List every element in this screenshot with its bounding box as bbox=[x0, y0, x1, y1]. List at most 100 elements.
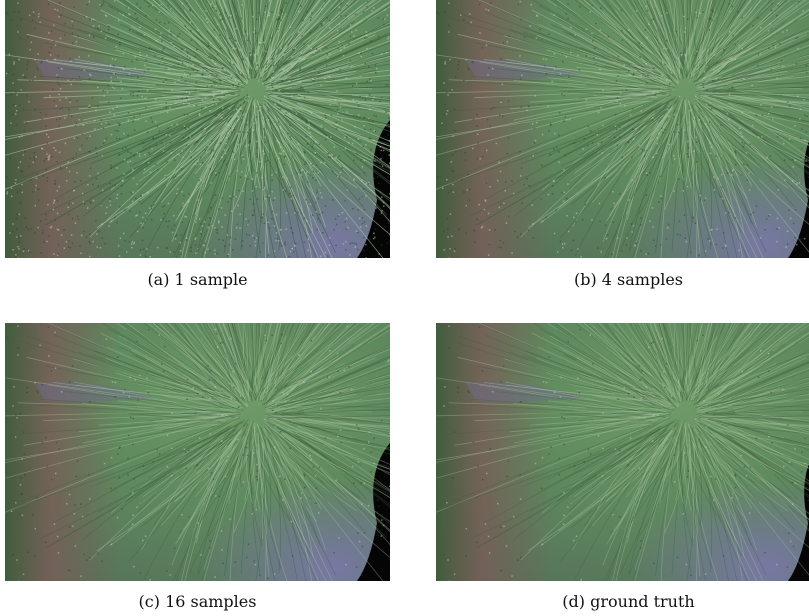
noise-dot bbox=[511, 252, 513, 254]
noise-dot bbox=[338, 103, 340, 105]
noise-dot bbox=[792, 180, 794, 182]
noise-dot bbox=[737, 11, 739, 13]
noise-dot bbox=[320, 408, 322, 410]
noise-dot bbox=[256, 141, 258, 143]
noise-dot bbox=[116, 46, 118, 48]
noise-dot bbox=[684, 214, 686, 216]
noise-dot bbox=[566, 13, 568, 15]
noise-dot bbox=[360, 53, 362, 55]
noise-dot bbox=[131, 247, 133, 249]
noise-dot bbox=[559, 112, 561, 114]
noise-dot bbox=[463, 191, 465, 193]
noise-dot bbox=[47, 180, 49, 182]
noise-dot bbox=[605, 177, 607, 179]
noise-dot bbox=[187, 379, 189, 381]
noise-dot bbox=[648, 347, 650, 349]
noise-dot bbox=[350, 243, 352, 245]
noise-dot bbox=[249, 52, 251, 54]
noise-dot bbox=[696, 51, 698, 53]
noise-dot bbox=[761, 136, 763, 138]
noise-dot bbox=[210, 3, 212, 5]
noise-dot bbox=[102, 155, 104, 157]
noise-dot bbox=[361, 503, 363, 505]
noise-dot bbox=[282, 392, 284, 394]
noise-dot bbox=[317, 218, 319, 220]
noise-dot bbox=[337, 215, 339, 217]
noise-dot bbox=[128, 7, 130, 8]
noise-dot bbox=[307, 143, 309, 145]
noise-dot bbox=[599, 68, 601, 70]
noise-dot bbox=[248, 142, 250, 144]
noise-dot bbox=[446, 113, 448, 115]
noise-dot bbox=[167, 435, 169, 437]
noise-dot bbox=[173, 258, 175, 259]
noise-dot bbox=[588, 126, 590, 128]
noise-dot bbox=[758, 136, 760, 138]
noise-dot bbox=[54, 523, 56, 525]
noise-dot bbox=[673, 454, 675, 456]
noise-dot bbox=[286, 212, 288, 214]
noise-dot bbox=[247, 455, 249, 457]
noise-dot bbox=[215, 37, 217, 39]
noise-dot bbox=[374, 97, 376, 99]
noise-dot bbox=[564, 95, 566, 97]
noise-dot bbox=[17, 192, 19, 194]
noise-dot bbox=[688, 470, 690, 472]
noise-dot bbox=[345, 221, 347, 223]
noise-dot bbox=[100, 5, 102, 7]
noise-dot bbox=[518, 4, 520, 6]
noise-dot bbox=[167, 128, 169, 130]
noise-dot bbox=[26, 122, 28, 124]
noise-dot bbox=[709, 240, 711, 242]
noise-dot bbox=[387, 361, 389, 363]
noise-dot bbox=[777, 5, 779, 7]
noise-dot bbox=[447, 218, 449, 220]
noise-dot bbox=[305, 199, 307, 201]
noise-dot bbox=[683, 16, 685, 17]
noise-dot bbox=[37, 227, 39, 229]
noise-dot bbox=[378, 36, 380, 38]
noise-dot bbox=[294, 244, 296, 246]
noise-dot bbox=[143, 465, 145, 467]
noise-dot bbox=[146, 59, 148, 61]
noise-dot bbox=[560, 396, 562, 398]
noise-dot bbox=[469, 200, 471, 202]
noise-dot bbox=[591, 33, 593, 35]
noise-dot bbox=[130, 161, 132, 163]
noise-dot bbox=[744, 143, 746, 145]
noise-dot bbox=[181, 191, 183, 193]
noise-dot bbox=[148, 152, 150, 154]
noise-dot bbox=[252, 16, 254, 17]
noise-dot bbox=[123, 69, 125, 71]
noise-dot bbox=[167, 466, 169, 468]
noise-dot bbox=[209, 168, 211, 170]
noise-dot bbox=[66, 167, 68, 169]
noise-dot bbox=[652, 342, 654, 344]
noise-dot bbox=[702, 83, 704, 85]
noise-dot bbox=[76, 153, 78, 155]
noise-dot bbox=[176, 123, 178, 125]
noise-dot bbox=[111, 168, 113, 170]
noise-dot bbox=[443, 405, 445, 407]
noise-dot bbox=[222, 92, 224, 94]
noise-dot bbox=[520, 401, 522, 403]
noise-dot bbox=[364, 160, 366, 162]
noise-dot bbox=[335, 218, 337, 220]
noise-dot bbox=[189, 9, 191, 11]
noise-dot bbox=[313, 171, 315, 173]
noise-dot bbox=[129, 396, 131, 398]
noise-dot bbox=[446, 502, 448, 504]
noise-dot bbox=[770, 156, 772, 158]
noise-dot bbox=[311, 142, 313, 144]
noise-dot bbox=[300, 58, 302, 60]
noise-dot bbox=[566, 56, 568, 58]
noise-dot bbox=[28, 552, 30, 554]
noise-dot bbox=[184, 448, 186, 450]
noise-dot bbox=[162, 206, 164, 208]
noise-dot bbox=[655, 246, 657, 248]
noise-dot bbox=[500, 102, 502, 104]
noise-dot bbox=[53, 209, 55, 211]
noise-dot bbox=[671, 72, 673, 74]
noise-dot bbox=[145, 15, 147, 17]
noise-dot bbox=[137, 76, 139, 78]
